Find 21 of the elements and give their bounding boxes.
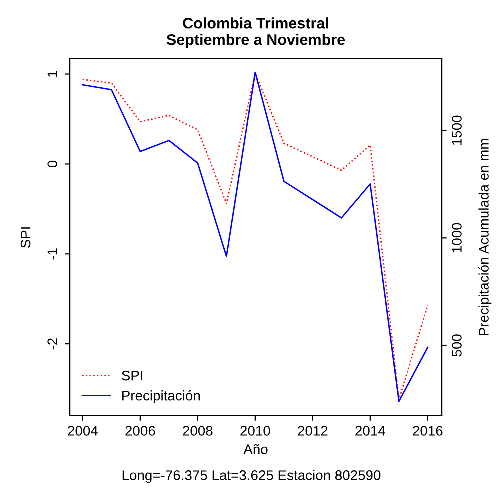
chart-title: Colombia Trimestral Septiembre a Noviembre <box>166 18 346 48</box>
y2-axis-title: Precipitación Acumulada en mm <box>478 139 492 336</box>
legend-label: Precipitación <box>122 390 200 404</box>
legend-label: SPI <box>122 370 142 381</box>
y-axis-title: SPI <box>20 228 31 248</box>
x-tick-label: 2014 <box>356 426 386 436</box>
x-tick-label: 2010 <box>240 426 270 436</box>
x-tick-label: 2004 <box>68 426 98 436</box>
y2-tick-label: 500 <box>452 334 462 357</box>
y2-tick-label: 1500 <box>452 116 462 146</box>
y-tick-label: 1 <box>48 71 58 78</box>
y-tick-label: 0 <box>48 160 58 168</box>
y2-tick-label: 1000 <box>452 223 462 253</box>
x-axis-title: Año <box>244 444 268 454</box>
text: Long=-76.375 Lat=3.625 Estacion 802590 <box>122 470 381 484</box>
x-tick-label: 2016 <box>413 426 443 436</box>
x-tick-label: 2012 <box>298 426 328 436</box>
y-tick-label: -1 <box>48 248 58 260</box>
x-tick-label: 2006 <box>126 426 156 436</box>
y-tick-label: -2 <box>48 338 58 350</box>
x-tick-label: 2008 <box>183 426 213 436</box>
